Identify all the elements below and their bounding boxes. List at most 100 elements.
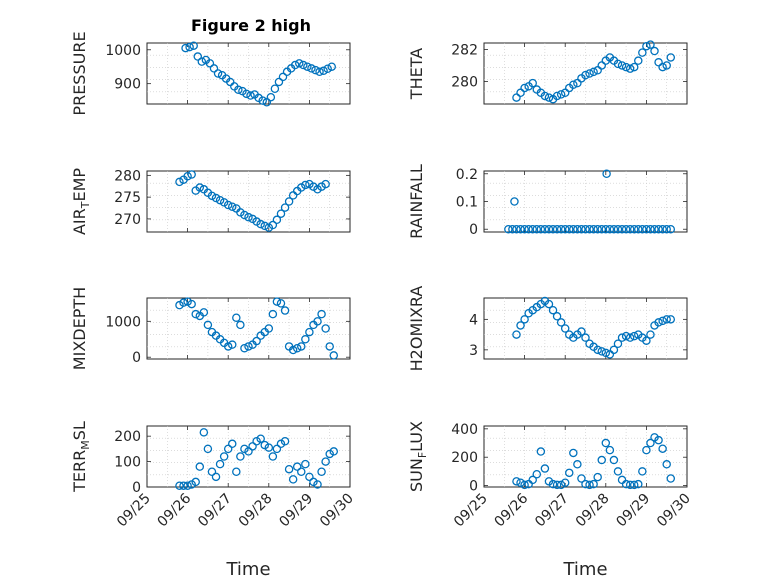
data-point: [244, 447, 253, 456]
y-axis-label: SUNFLUX: [407, 421, 429, 492]
data-point: [556, 480, 566, 490]
data-point: [199, 428, 209, 437]
data-point: [508, 224, 517, 234]
data-point: [625, 480, 635, 490]
data-point: [658, 62, 667, 72]
x-axis-label: Time: [562, 559, 607, 580]
data-point: [621, 331, 631, 341]
data-point: [589, 224, 598, 234]
data-point: [552, 312, 562, 321]
data-point: [294, 59, 304, 68]
data-point: [569, 224, 578, 234]
data-point: [654, 224, 663, 234]
data-point: [540, 224, 550, 234]
data-point: [288, 345, 298, 355]
data-point: [272, 215, 282, 225]
data-point: [532, 469, 542, 479]
data-point: [317, 467, 326, 476]
data-point: [638, 224, 647, 234]
y-axis-label: TERRMSL: [70, 421, 92, 493]
data-point: [510, 197, 519, 206]
y-tick-label: 400: [451, 422, 478, 438]
data-point: [581, 224, 590, 234]
data-point: [634, 56, 643, 65]
data-point: [625, 224, 635, 234]
data-point: [589, 67, 598, 77]
data-point: [203, 320, 213, 330]
data-point: [540, 91, 550, 101]
subplot-terr-msl: 0 100 200 09/25 09/26 09/27 09/28 09/29 09/30 Tim…: [70, 421, 357, 580]
data-point: [654, 435, 663, 445]
data-point: [512, 224, 521, 234]
data-point: [528, 224, 537, 234]
y-axis-label: MIXDEPTH: [70, 287, 89, 370]
data-point: [601, 224, 611, 234]
data-point: [205, 59, 215, 68]
data-point: [301, 459, 310, 469]
data-point: [297, 342, 306, 351]
subplot-air-temp: 270 275 280 AIRTEMP: [70, 168, 351, 235]
data-point: [299, 60, 308, 70]
data-point: [175, 177, 184, 187]
data-point: [240, 343, 249, 353]
data-point: [228, 340, 237, 349]
y-axis-label: THETA: [407, 48, 426, 100]
data-point: [581, 70, 590, 80]
data-point: [244, 212, 253, 222]
figure-title: Figure 2 high: [191, 16, 311, 35]
data-point: [290, 60, 300, 70]
data-point: [646, 330, 655, 339]
y-tick-label: 282: [451, 42, 478, 58]
data-point: [327, 62, 336, 71]
data-point: [585, 480, 594, 490]
data-point: [207, 467, 217, 476]
y-tick-label: 280: [114, 168, 141, 184]
data-point: [617, 333, 627, 342]
data-point: [536, 447, 546, 456]
y-tick-label: 4: [469, 312, 478, 328]
x-tick-label: 09/27: [195, 491, 235, 531]
data-point: [262, 98, 272, 107]
data-point: [292, 462, 302, 471]
data-point: [183, 481, 192, 490]
data-point: [307, 64, 316, 73]
data-point: [544, 299, 554, 309]
data-point: [313, 480, 322, 489]
data-point: [646, 224, 655, 234]
y-tick-label: 200: [114, 429, 141, 445]
subplot-theta: 280 282 THETA: [407, 40, 688, 105]
data-point: [266, 92, 276, 102]
data-point: [215, 459, 225, 469]
data-point: [658, 316, 667, 326]
data-point: [504, 224, 513, 234]
y-axis-label: AIRTEMP: [70, 168, 92, 235]
data-point: [292, 343, 302, 353]
x-tick-label: 09/29: [276, 491, 316, 531]
data-point: [662, 224, 671, 234]
data-point: [601, 348, 611, 358]
data-point: [528, 475, 537, 485]
data-point: [650, 224, 659, 234]
data-point: [272, 297, 282, 306]
data-point: [301, 180, 310, 190]
data-point: [268, 452, 278, 461]
data-point: [577, 224, 586, 234]
y-tick-label: 275: [114, 190, 141, 206]
data-point: [532, 224, 542, 234]
data-point: [569, 448, 578, 458]
y-tick-label: 200: [451, 450, 478, 466]
data-point: [179, 481, 188, 490]
x-tick-label: 09/26: [155, 490, 195, 530]
x-tick-label: 09/26: [492, 490, 532, 530]
data-point: [581, 333, 590, 342]
y-axis-label: PRESSURE: [70, 31, 89, 115]
data-point: [313, 317, 322, 326]
data-point: [573, 460, 582, 469]
data-point: [207, 191, 217, 201]
data-point: [617, 61, 627, 70]
x-tick-label: 09/28: [236, 491, 276, 531]
data-point: [185, 42, 194, 52]
data-point: [191, 309, 200, 319]
data-point: [629, 480, 639, 490]
y-tick-label: 280: [451, 75, 478, 91]
